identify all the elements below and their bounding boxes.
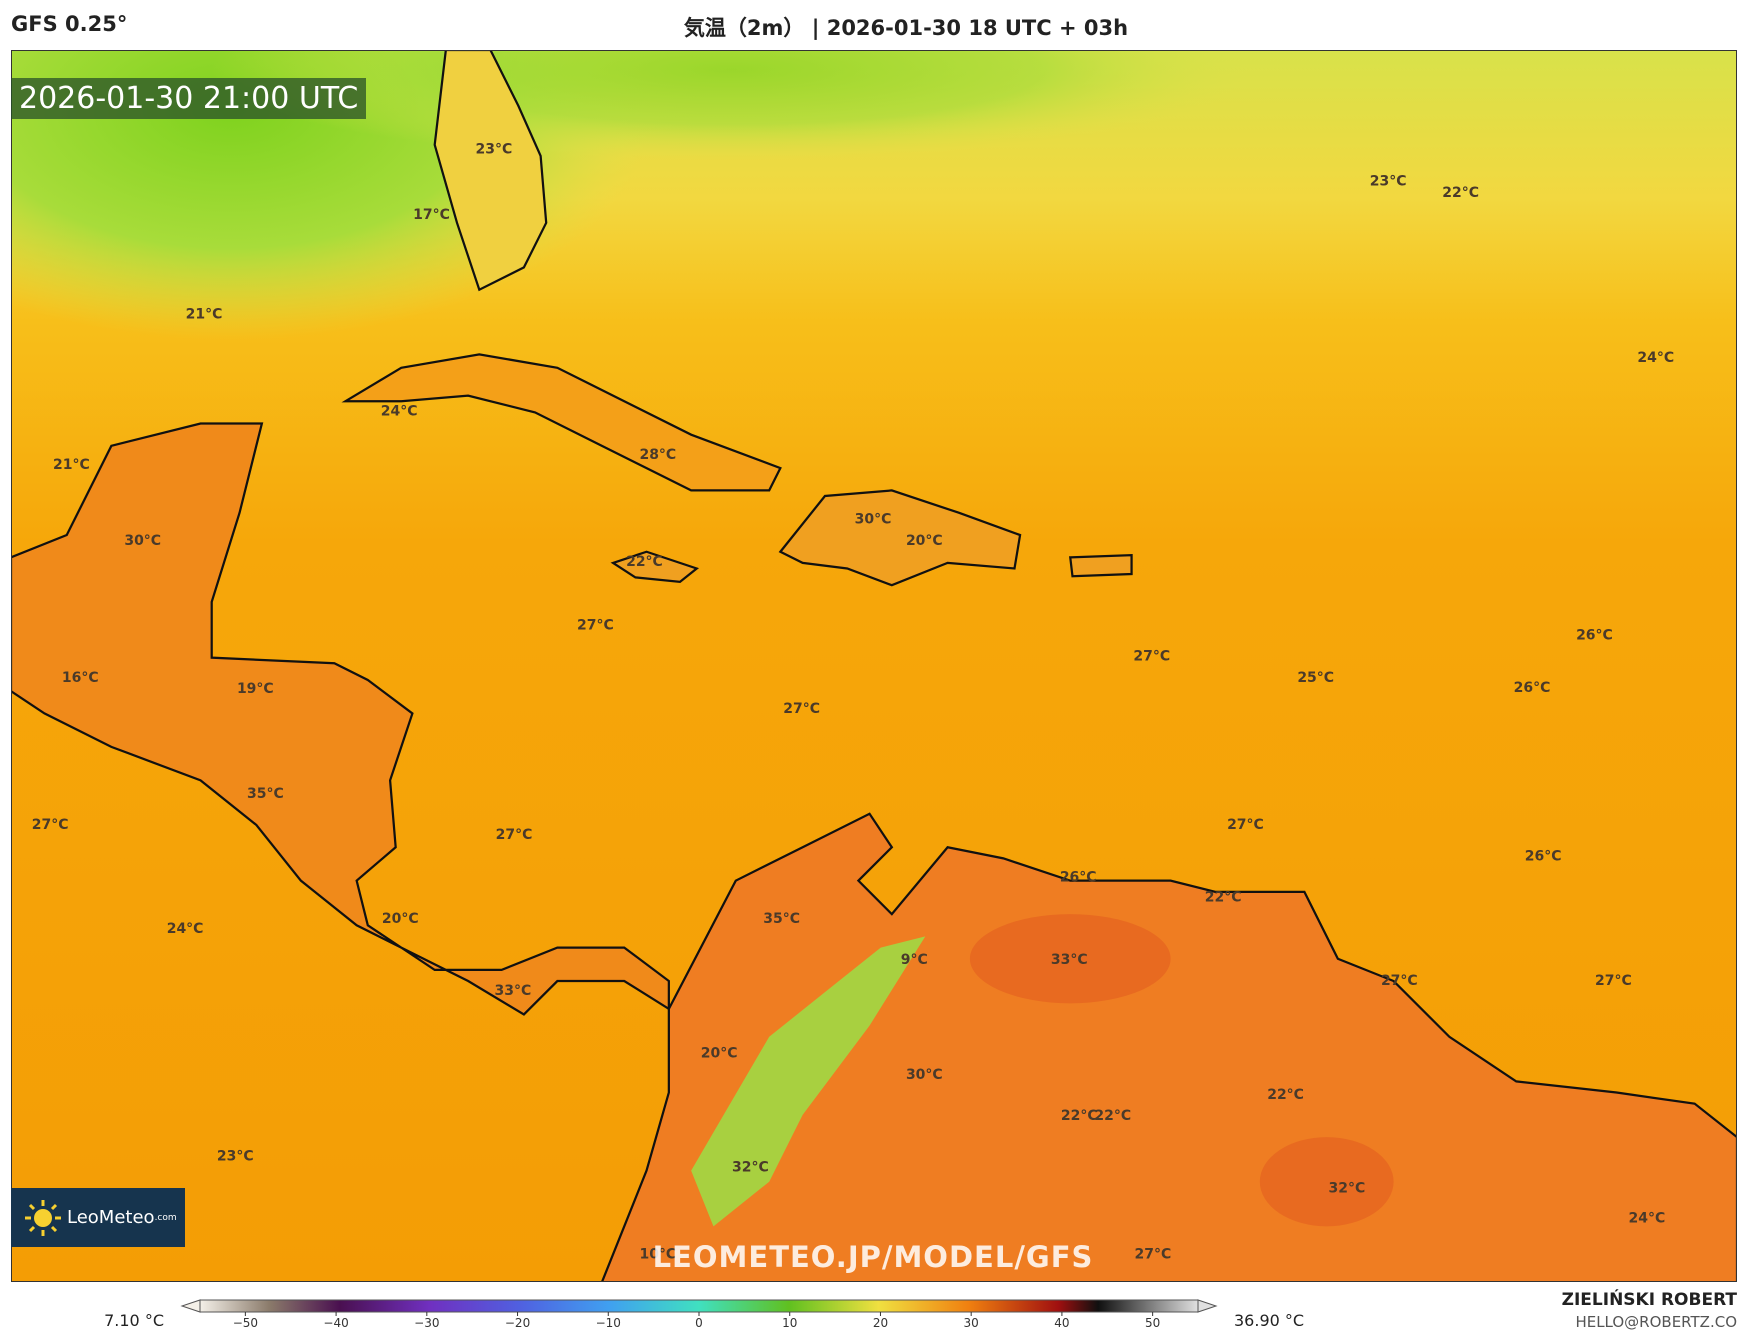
colorbar-tick-label: 40	[1054, 1316, 1069, 1330]
temperature-label: 25°C	[1297, 670, 1334, 686]
puerto-rico	[1069, 553, 1133, 578]
temperature-label: 22°C	[1061, 1108, 1098, 1124]
hot-area	[969, 914, 1171, 1004]
temperature-label: 26°C	[1060, 870, 1097, 886]
temperature-label: 20°C	[701, 1046, 738, 1062]
temperature-label: 22°C	[1267, 1087, 1304, 1103]
florida	[433, 50, 548, 292]
temperature-label: 27°C	[1381, 973, 1418, 989]
colorbar-min: 7.10 °C	[104, 1311, 164, 1330]
temperature-label: 20°C	[906, 533, 943, 549]
temperature-label: 28°C	[639, 447, 676, 463]
colorbar-tick-label: 50	[1145, 1316, 1160, 1330]
temperature-label: 26°C	[1514, 680, 1551, 696]
temperature-label: 21°C	[186, 306, 223, 322]
temperature-label: 17°C	[413, 207, 450, 223]
temperature-label: 35°C	[247, 786, 284, 802]
temperature-label: 24°C	[167, 921, 204, 937]
temperature-label: 23°C	[476, 141, 513, 157]
temperature-label: 33°C	[495, 983, 532, 999]
south-america	[600, 812, 1737, 1282]
temperature-label: 21°C	[53, 457, 90, 473]
temperature-label: 27°C	[783, 701, 820, 717]
temperature-label: 22°C	[1205, 890, 1242, 906]
central-america	[11, 422, 670, 1016]
temperature-label: 27°C	[496, 827, 533, 843]
colorbar: −50 −40 −30 −20 −10 0 10 20 30 40 50	[180, 1299, 1218, 1330]
temperature-labels: 23°C 17°C 23°C 22°C 21°C 24°C 24°C 21°C 28°C 30°C…	[32, 141, 1674, 1262]
model-name: GFS 0.25°	[11, 12, 128, 36]
temperature-label: 27°C	[32, 817, 69, 833]
temperature-label: 22°C	[1442, 185, 1479, 201]
map-title: 気温（2m） | 2026-01-30 18 UTC + 03h	[683, 16, 1129, 40]
temperature-label: 27°C	[1135, 1246, 1172, 1262]
colorbar-arrow-right	[1197, 1299, 1218, 1313]
temperature-label: 33°C	[1051, 952, 1088, 968]
colorbar-tick-label: 30	[964, 1316, 979, 1330]
colorbar-tick-label: −40	[323, 1316, 348, 1330]
colorbar-max: 36.90 °C	[1234, 1311, 1305, 1330]
cuba	[341, 353, 782, 492]
logo-suffix: .com	[154, 1212, 177, 1223]
hot-area	[1259, 1137, 1394, 1227]
temperature-label: 24°C	[1637, 350, 1674, 366]
logo: LeoMeteo .com	[11, 1188, 185, 1247]
andes	[691, 936, 926, 1227]
land	[11, 50, 1737, 1282]
jamaica	[610, 550, 700, 584]
temperature-label: 27°C	[577, 618, 614, 634]
temperature-label: 23°C	[217, 1148, 254, 1164]
author: ZIELIŃSKI ROBERT	[1561, 1290, 1737, 1310]
colorbar-tick-label: −50	[233, 1316, 258, 1330]
colorbar-tick-label: −30	[414, 1316, 439, 1330]
temperature-label: 24°C	[1628, 1211, 1665, 1227]
colorbar-tick-label: −10	[596, 1316, 621, 1330]
temperature-label: 20°C	[382, 911, 419, 927]
temperature-label: 24°C	[381, 403, 418, 419]
temperature-label: 30°C	[855, 512, 892, 528]
email: HELLO@ROBERTZ.CO	[1575, 1313, 1737, 1331]
temperature-label: 22°C	[1094, 1108, 1131, 1124]
colorbar-tick-label: 10	[782, 1316, 797, 1330]
temperature-label: 9°C	[901, 952, 928, 968]
temperature-label: 27°C	[1227, 817, 1264, 833]
temperature-label: 23°C	[1370, 174, 1407, 190]
temperature-label: 16°C	[62, 670, 99, 686]
temperature-label: 27°C	[1133, 649, 1170, 665]
logo-icon	[25, 1199, 61, 1236]
watermark: LEOMETEO.JP/MODEL/GFS	[652, 1240, 1094, 1274]
temperature-label: 10°C	[639, 1246, 676, 1262]
map-frame	[11, 50, 1737, 1282]
colorbar-tick-label: 0	[695, 1316, 703, 1330]
timestamp: 2026-01-30 21:00 UTC	[11, 78, 367, 119]
colorbar-tick-label: −20	[505, 1316, 530, 1330]
temperature-label: 35°C	[763, 911, 800, 927]
temperature-label: 26°C	[1525, 848, 1562, 864]
colorbar-tick-label: 20	[873, 1316, 888, 1330]
logo-text: LeoMeteo	[67, 1207, 155, 1228]
temperature-label: 30°C	[124, 533, 161, 549]
map: 23°C 17°C 23°C 22°C 21°C 24°C 24°C 21°C 28°C 30°C…	[11, 50, 1737, 1282]
temperature-label: 32°C	[732, 1159, 769, 1175]
temperature-label: 27°C	[1595, 973, 1632, 989]
colorbar-bar	[199, 1299, 1199, 1313]
temperature-label: 32°C	[1329, 1181, 1366, 1197]
temperature-label: 30°C	[906, 1067, 943, 1083]
temperature-label: 19°C	[237, 681, 274, 697]
temperature-label: 26°C	[1576, 628, 1613, 644]
hispaniola	[778, 489, 1022, 587]
colorbar-arrow-left	[180, 1299, 201, 1313]
temperature-label: 22°C	[626, 554, 663, 570]
